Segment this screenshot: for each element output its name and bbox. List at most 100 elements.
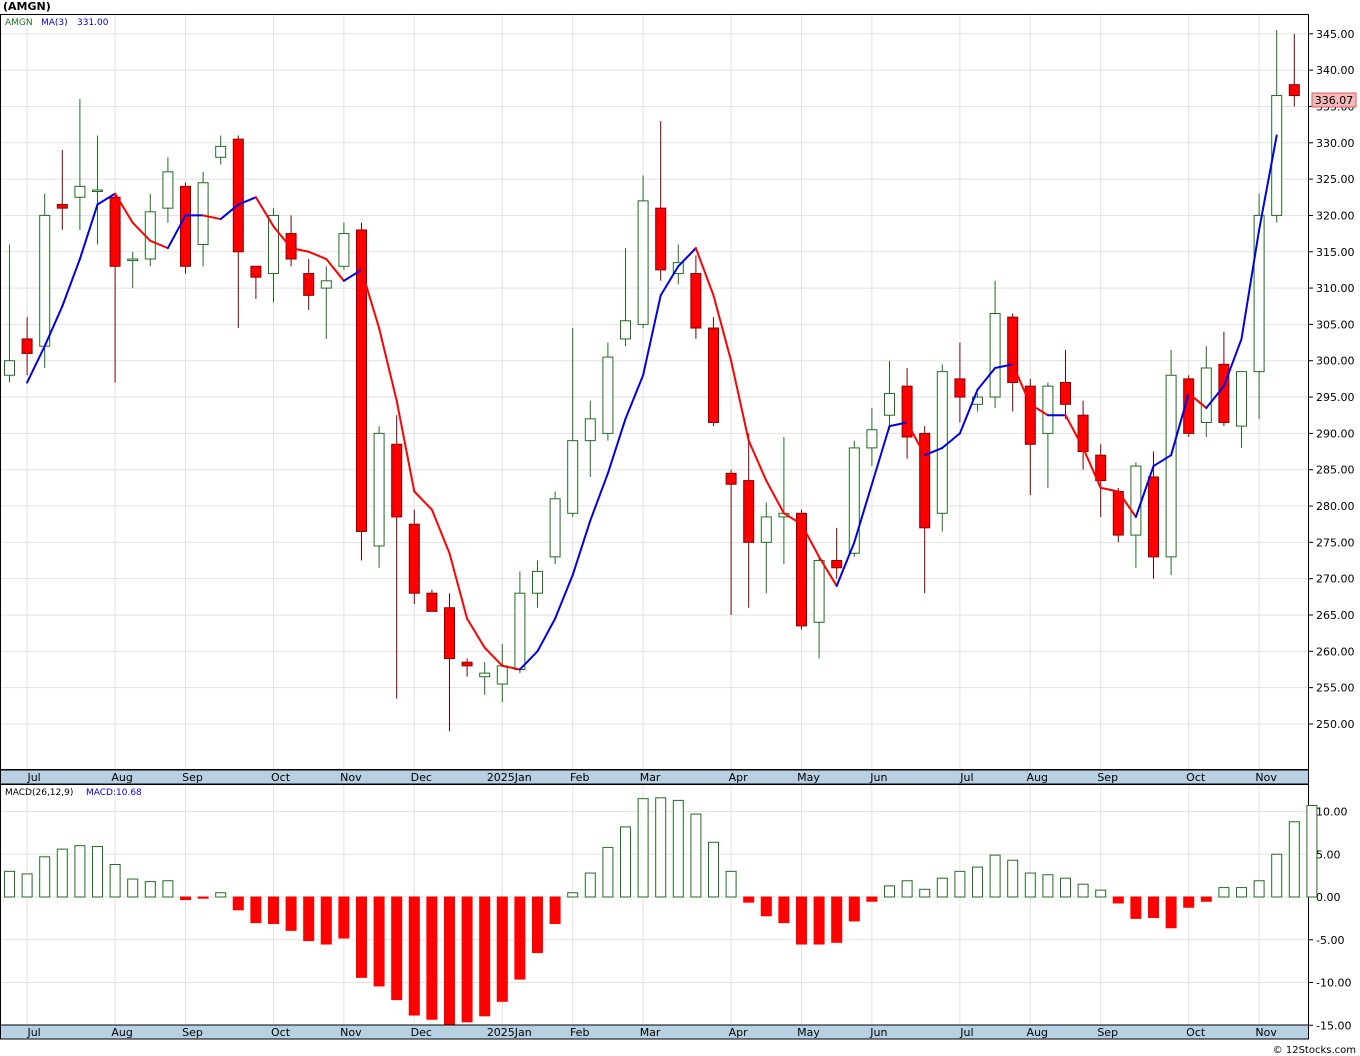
price-y-tick-label: 250.00 — [1316, 718, 1355, 731]
price-x-tick-label: Aug — [1027, 771, 1048, 784]
price-x-tick-label: Oct — [271, 771, 291, 784]
ma3-segment — [325, 258, 345, 282]
macd-bar — [1271, 853, 1283, 898]
price-x-axis: Jul Aug Sep Oct Nov Dec 2025Jan Feb Mar Apr May Jun… — [26, 771, 1277, 784]
candle-body — [655, 207, 667, 271]
ma3-line — [26, 134, 1278, 671]
macd-x-tick-label: Jun — [869, 1026, 887, 1039]
candle-body — [549, 498, 561, 558]
ma3-segment — [272, 225, 293, 250]
price-x-tick-label: Oct — [1186, 771, 1206, 784]
candle-body — [848, 447, 860, 554]
macd-bar — [408, 896, 420, 1016]
price-y-tick-label: 325.00 — [1316, 173, 1355, 186]
macd-bar — [303, 896, 315, 942]
ma3-segment — [589, 472, 609, 522]
candle-body — [4, 360, 15, 376]
ma3-segment — [1134, 465, 1155, 518]
candle-body — [127, 258, 139, 262]
ma3-segment — [712, 294, 733, 362]
macd-bar — [972, 866, 983, 898]
ma3-segment — [1170, 392, 1190, 457]
ma3-segment — [96, 192, 117, 206]
candle-body — [162, 171, 174, 209]
candle-body — [1024, 385, 1036, 445]
macd-bar — [215, 892, 227, 898]
price-x-tick-label: Nov — [340, 771, 362, 784]
ma3-segment — [1029, 403, 1049, 417]
macd-bar — [56, 848, 68, 898]
ma3-segment — [378, 327, 398, 402]
candle-body — [320, 280, 332, 289]
candle-body — [637, 200, 649, 325]
macd-x-tick-label: Mar — [640, 1026, 661, 1039]
price-y-tick-label: 300.00 — [1316, 355, 1355, 368]
ma3-segment — [166, 214, 187, 250]
ma3-segment — [1240, 228, 1261, 340]
candle-body — [1077, 414, 1089, 453]
macd-bar — [1007, 859, 1019, 898]
price-x-tick-label: Aug — [111, 771, 132, 784]
macd-bar — [1042, 874, 1054, 898]
macd-bar — [866, 896, 878, 902]
macd-x-axis-band — [0, 1024, 1309, 1040]
macd-bar — [285, 896, 297, 931]
price-y-tick-label: 290.00 — [1316, 427, 1355, 440]
ma3-segment — [413, 490, 433, 511]
price-x-tick-label: Jul — [26, 771, 40, 784]
credit-text: © 12Stocks.com — [1272, 1045, 1356, 1056]
macd-bar — [391, 896, 403, 1001]
price-grid — [1, 15, 1308, 769]
candle-body — [303, 273, 315, 296]
macd-bar — [320, 896, 332, 945]
ma3-segment — [1205, 385, 1225, 409]
ma3-segment — [1222, 337, 1243, 388]
macd-bar — [144, 881, 156, 898]
macd-bar — [268, 896, 279, 925]
macd-x-tick-label: Nov — [340, 1026, 362, 1039]
legend-ma-value: 331.00 — [77, 18, 109, 28]
price-y-tick-label: 265.00 — [1316, 609, 1355, 622]
candle-body — [514, 592, 526, 670]
candle-body — [725, 472, 737, 485]
price-panel — [0, 14, 1309, 770]
macd-bar — [356, 896, 367, 978]
macd-x-tick-label: Jul — [26, 1026, 40, 1039]
ma3-segment — [765, 479, 785, 515]
macd-bar — [1288, 821, 1300, 898]
macd-bar — [180, 896, 191, 901]
legend-ticker: AMGN — [5, 18, 33, 28]
macd-bar — [672, 799, 684, 898]
candle-body — [743, 480, 755, 543]
ma3-segment — [571, 519, 592, 577]
macd-x-tick-label: Jul — [959, 1026, 973, 1039]
price-y-tick-label: 285.00 — [1316, 464, 1355, 477]
macd-bar — [461, 896, 473, 1023]
macd-bar — [1095, 889, 1107, 898]
candle-body — [620, 320, 631, 340]
candle-body — [796, 512, 807, 627]
macd-y-tick-label: -15.00 — [1316, 1019, 1351, 1032]
ma3-segment — [782, 512, 803, 526]
macd-bar — [549, 896, 561, 925]
candlestick-series — [4, 30, 1300, 732]
candle-body — [1095, 454, 1107, 482]
macd-bar — [1236, 887, 1247, 898]
ma3-segment — [307, 250, 328, 261]
candle-body — [232, 138, 244, 253]
ma3-segment — [78, 203, 99, 261]
ma3-segment — [976, 366, 997, 391]
macd-x-tick-label: Apr — [729, 1026, 749, 1039]
price-y-tick-label: 340.00 — [1316, 64, 1355, 77]
macd-bar — [1077, 883, 1089, 898]
candle-body — [1130, 465, 1142, 536]
candle-body — [197, 182, 209, 245]
price-y-tick-label: 330.00 — [1316, 137, 1355, 150]
candle-body — [144, 211, 156, 260]
candle-body — [1200, 367, 1212, 423]
macd-bar — [514, 896, 526, 980]
ma3-segment — [659, 265, 680, 297]
candle-body — [479, 672, 491, 678]
ma3-segment — [1064, 414, 1085, 449]
macd-bar — [778, 896, 790, 924]
